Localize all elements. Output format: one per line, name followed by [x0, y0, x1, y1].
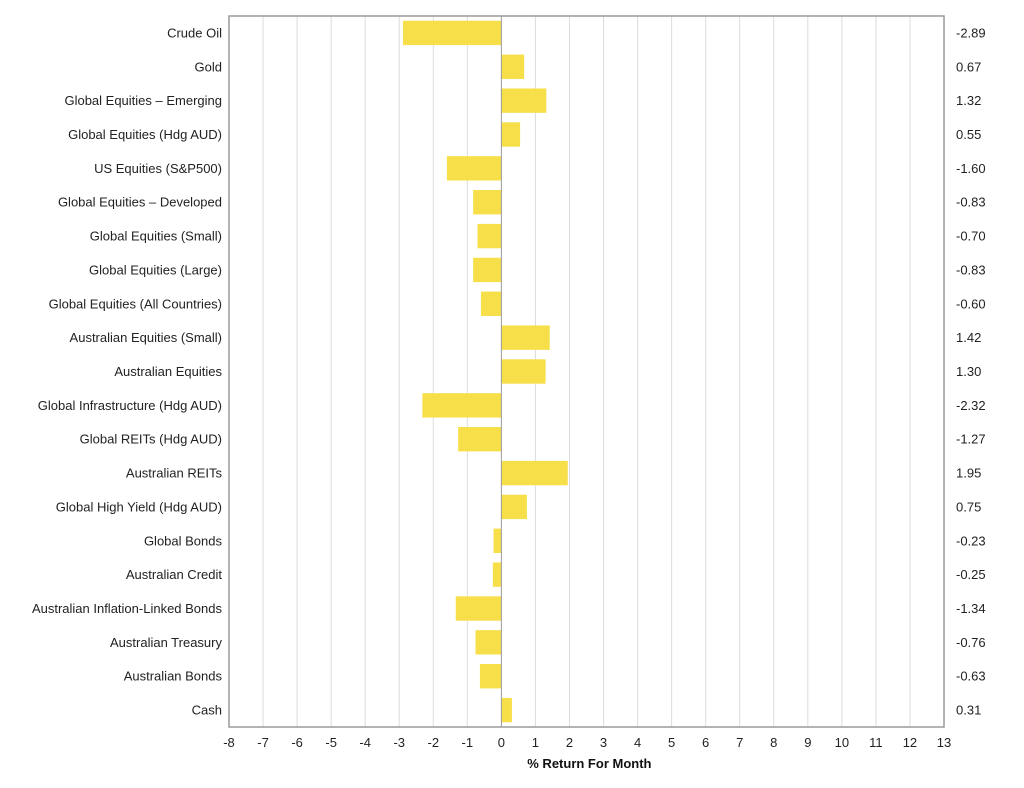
bar	[458, 427, 502, 452]
bar	[473, 190, 502, 215]
x-tick-label: -3	[393, 735, 405, 750]
value-label: -2.89	[956, 25, 986, 40]
x-tick-label: -2	[428, 735, 440, 750]
value-labels: -2.89 0.67 1.32 0.55 -1.60 -0.83 -0.70 -0.83 -0.…	[956, 25, 986, 717]
bar	[501, 325, 550, 350]
value-label: 0.31	[956, 703, 981, 718]
x-tick-label: 7	[736, 735, 743, 750]
bar	[480, 291, 502, 316]
category-label: Australian Treasury	[110, 635, 222, 650]
bar	[501, 88, 547, 113]
category-label: Cash	[192, 703, 222, 718]
bar	[475, 630, 502, 655]
bar	[473, 257, 502, 283]
bar	[501, 494, 527, 520]
x-tick-label: -6	[291, 735, 303, 750]
bars	[402, 20, 568, 723]
value-label: 0.67	[956, 59, 981, 74]
value-label: 0.75	[956, 499, 981, 514]
category-label: Global Equities (Hdg AUD)	[68, 127, 222, 142]
value-label: 0.55	[956, 127, 981, 142]
category-label: Global Equities (Small)	[90, 229, 222, 244]
x-tick-label: -7	[257, 735, 269, 750]
x-tick-label: -1	[462, 735, 474, 750]
x-tick-label: 12	[903, 735, 917, 750]
value-label: -0.63	[956, 669, 986, 684]
bar	[455, 596, 502, 621]
plot-frame	[228, 15, 945, 728]
x-tick-label: 9	[804, 735, 811, 750]
x-tick-labels: -8 -7 -6 -5 -4 -3 -2 -1 0 1 2 3 4 5 6 7 8 9 10 11 12 13	[223, 735, 951, 750]
value-label: -1.60	[956, 161, 986, 176]
x-tick-label: -8	[223, 735, 235, 750]
category-label: Global Equities – Developed	[58, 195, 222, 210]
category-label: Australian Equities (Small)	[70, 330, 222, 345]
category-label: Australian Inflation-Linked Bonds	[32, 601, 223, 616]
value-label: -0.83	[956, 195, 986, 210]
value-label: -2.32	[956, 398, 986, 413]
x-tick-label: 13	[937, 735, 951, 750]
x-tick-label: 6	[702, 735, 709, 750]
category-label: Gold	[195, 59, 222, 74]
bar	[477, 223, 502, 249]
category-label: Global Equities (All Countries)	[49, 296, 222, 311]
x-tick-label: 10	[835, 735, 849, 750]
x-tick-label: 1	[532, 735, 539, 750]
x-axis-title: % Return For Month	[527, 756, 651, 771]
category-label: Global Bonds	[144, 533, 223, 548]
category-label: Global REITs (Hdg AUD)	[80, 432, 222, 447]
x-tick-label: 4	[634, 735, 641, 750]
value-label: -0.76	[956, 635, 986, 650]
category-label: Global Equities (Large)	[89, 262, 222, 277]
bar	[492, 562, 502, 587]
value-label: 1.42	[956, 330, 981, 345]
category-label: Global Equities – Emerging	[64, 93, 222, 108]
value-label: -0.23	[956, 533, 986, 548]
x-tick-label: 0	[498, 735, 505, 750]
value-label: -0.25	[956, 567, 986, 582]
x-tick-label: -5	[325, 735, 337, 750]
value-label: -1.27	[956, 432, 986, 447]
bar	[402, 20, 502, 46]
category-label: Australian Equities	[114, 364, 222, 379]
x-tick-label: 8	[770, 735, 777, 750]
value-label: 1.32	[956, 93, 981, 108]
x-tick-label: 5	[668, 735, 675, 750]
bar	[501, 359, 546, 384]
category-label: Global High Yield (Hdg AUD)	[56, 499, 222, 514]
bar	[479, 664, 502, 689]
bar	[501, 54, 525, 79]
value-label: -0.83	[956, 262, 986, 277]
bar	[501, 460, 568, 486]
value-label: -0.70	[956, 229, 986, 244]
category-label: Australian Bonds	[124, 669, 223, 684]
category-label: Crude Oil	[167, 25, 222, 40]
category-label: Australian REITs	[126, 466, 223, 481]
value-label: 1.30	[956, 364, 981, 379]
x-tick-label: 2	[566, 735, 573, 750]
gridlines	[262, 16, 911, 727]
value-label: -1.34	[956, 601, 986, 616]
bar	[493, 528, 502, 553]
category-label: US Equities (S&P500)	[94, 161, 222, 176]
bar	[501, 122, 521, 147]
bar	[446, 156, 502, 181]
bar	[501, 697, 512, 723]
x-tick-label: -4	[359, 735, 371, 750]
category-labels: Crude Oil Gold Global Equities – Emerging G…	[32, 25, 223, 717]
x-tick-label: 11	[869, 735, 883, 750]
x-tick-label: 3	[600, 735, 607, 750]
value-label: 1.95	[956, 466, 981, 481]
bar	[422, 393, 502, 418]
category-label: Australian Credit	[126, 567, 222, 582]
category-label: Global Infrastructure (Hdg AUD)	[38, 398, 222, 413]
value-label: -0.60	[956, 296, 986, 311]
